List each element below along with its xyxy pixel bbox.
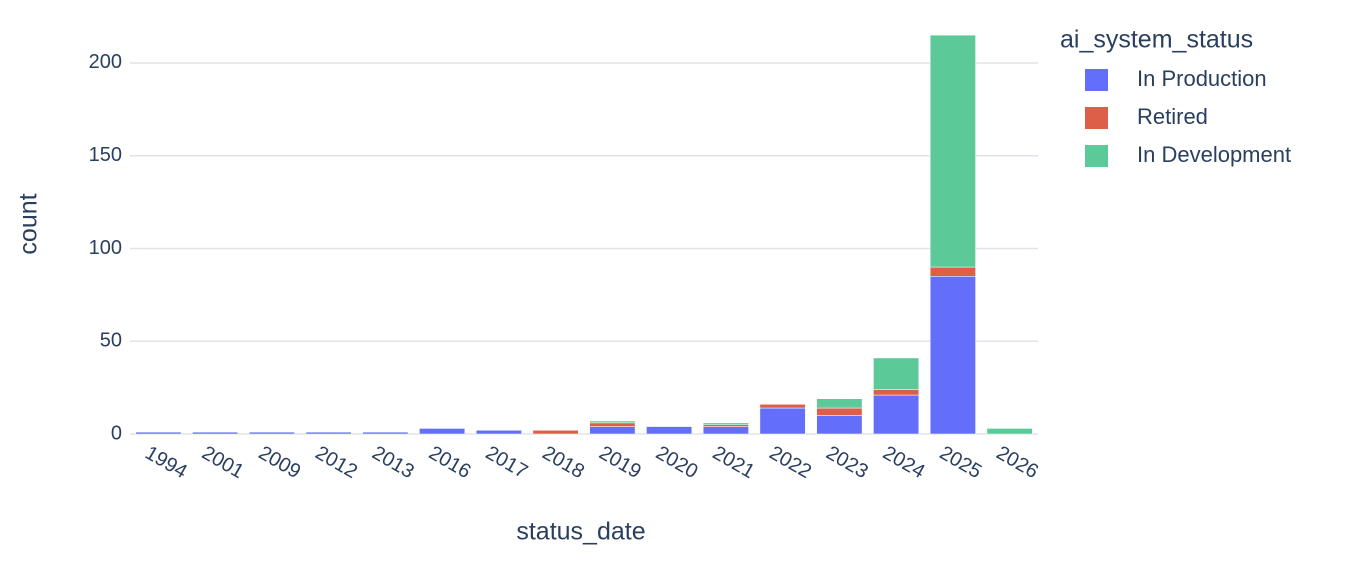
bar <box>589 420 636 424</box>
legend-swatch <box>1085 69 1108 91</box>
legend-label: In Development <box>1137 142 1291 167</box>
y-tick-label: 150 <box>89 144 122 166</box>
y-tick-label: 200 <box>89 51 122 73</box>
legend-label: In Production <box>1137 66 1267 91</box>
bar <box>532 430 579 435</box>
x-tick-label: 2023 <box>822 442 872 483</box>
y-tick-label: 50 <box>100 330 122 352</box>
bar <box>362 431 409 435</box>
x-tick-label: 1994 <box>141 442 191 483</box>
x-tick-label: 2018 <box>538 442 588 483</box>
bar <box>135 431 182 435</box>
x-axis-title: status_date <box>516 518 645 546</box>
bar <box>589 426 636 435</box>
legend-title: ai_system_status <box>1060 26 1253 54</box>
bar <box>759 404 806 409</box>
bar <box>475 430 522 435</box>
x-tick-label: 2022 <box>765 442 815 483</box>
legend-swatch <box>1085 107 1108 129</box>
x-tick-label: 2025 <box>936 442 986 483</box>
legend-swatch <box>1085 145 1108 167</box>
bar <box>192 431 239 435</box>
x-tick-label: 2024 <box>879 442 929 483</box>
bar <box>702 426 749 435</box>
x-tick-label: 2009 <box>255 442 305 483</box>
x-tick-label: 2020 <box>652 442 702 483</box>
bar <box>248 431 295 435</box>
bar <box>929 34 976 268</box>
bar <box>873 394 920 435</box>
bar <box>419 428 466 435</box>
bar <box>816 398 863 409</box>
x-tick-label: 2016 <box>425 442 475 483</box>
bar <box>759 407 806 435</box>
bar <box>589 422 636 427</box>
x-tick-label: 2026 <box>992 442 1042 483</box>
legend-label: Retired <box>1137 104 1208 129</box>
x-tick-label: 2019 <box>595 442 645 483</box>
x-tick-label: 2013 <box>368 442 418 483</box>
x-tick-label: 2012 <box>311 442 361 483</box>
y-tick-label: 100 <box>89 237 122 259</box>
x-tick-label: 2021 <box>709 442 759 483</box>
bar <box>929 276 976 435</box>
bar <box>816 415 863 435</box>
bar <box>873 389 920 396</box>
bar <box>816 407 863 416</box>
bar <box>702 424 749 427</box>
bar <box>646 426 693 435</box>
x-tick-label: 2017 <box>482 442 532 483</box>
y-axis-title: count <box>15 193 43 254</box>
y-tick-label: 0 <box>111 422 122 444</box>
bar <box>305 431 352 435</box>
x-tick-label: 2001 <box>198 442 248 483</box>
bar <box>702 422 749 425</box>
bar <box>929 266 976 277</box>
bar <box>986 428 1033 435</box>
bar <box>873 357 920 390</box>
